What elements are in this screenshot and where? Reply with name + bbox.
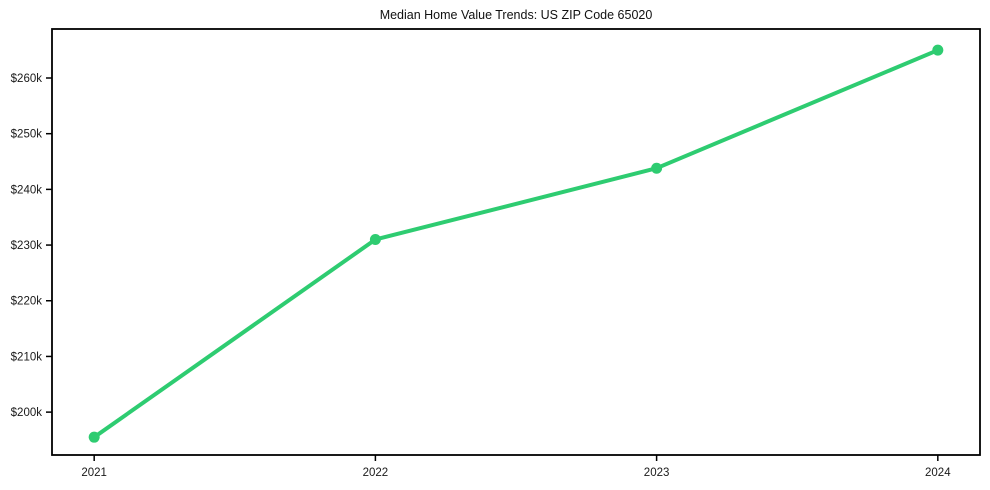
- x-tick-label: 2023: [644, 467, 670, 479]
- data-point: [932, 44, 944, 56]
- data-point: [369, 233, 381, 245]
- y-tick-label: $200k: [11, 407, 43, 419]
- data-point: [88, 431, 100, 443]
- x-tick-label: 2022: [363, 467, 389, 479]
- y-tick-label: $220k: [11, 296, 43, 308]
- x-tick-label: 2024: [925, 467, 951, 479]
- y-tick-label: $230k: [11, 240, 43, 252]
- y-tick-label: $250k: [11, 129, 43, 141]
- plot-border: [51, 28, 981, 456]
- y-tick-label: $260k: [11, 73, 43, 85]
- data-point: [651, 162, 663, 174]
- y-tick-label: $240k: [11, 184, 43, 196]
- trend-line: [92, 48, 940, 440]
- y-tick-label: $210k: [11, 351, 43, 363]
- chart-title: Median Home Value Trends: US ZIP Code 65…: [379, 8, 653, 22]
- x-tick-label: 2021: [81, 467, 107, 479]
